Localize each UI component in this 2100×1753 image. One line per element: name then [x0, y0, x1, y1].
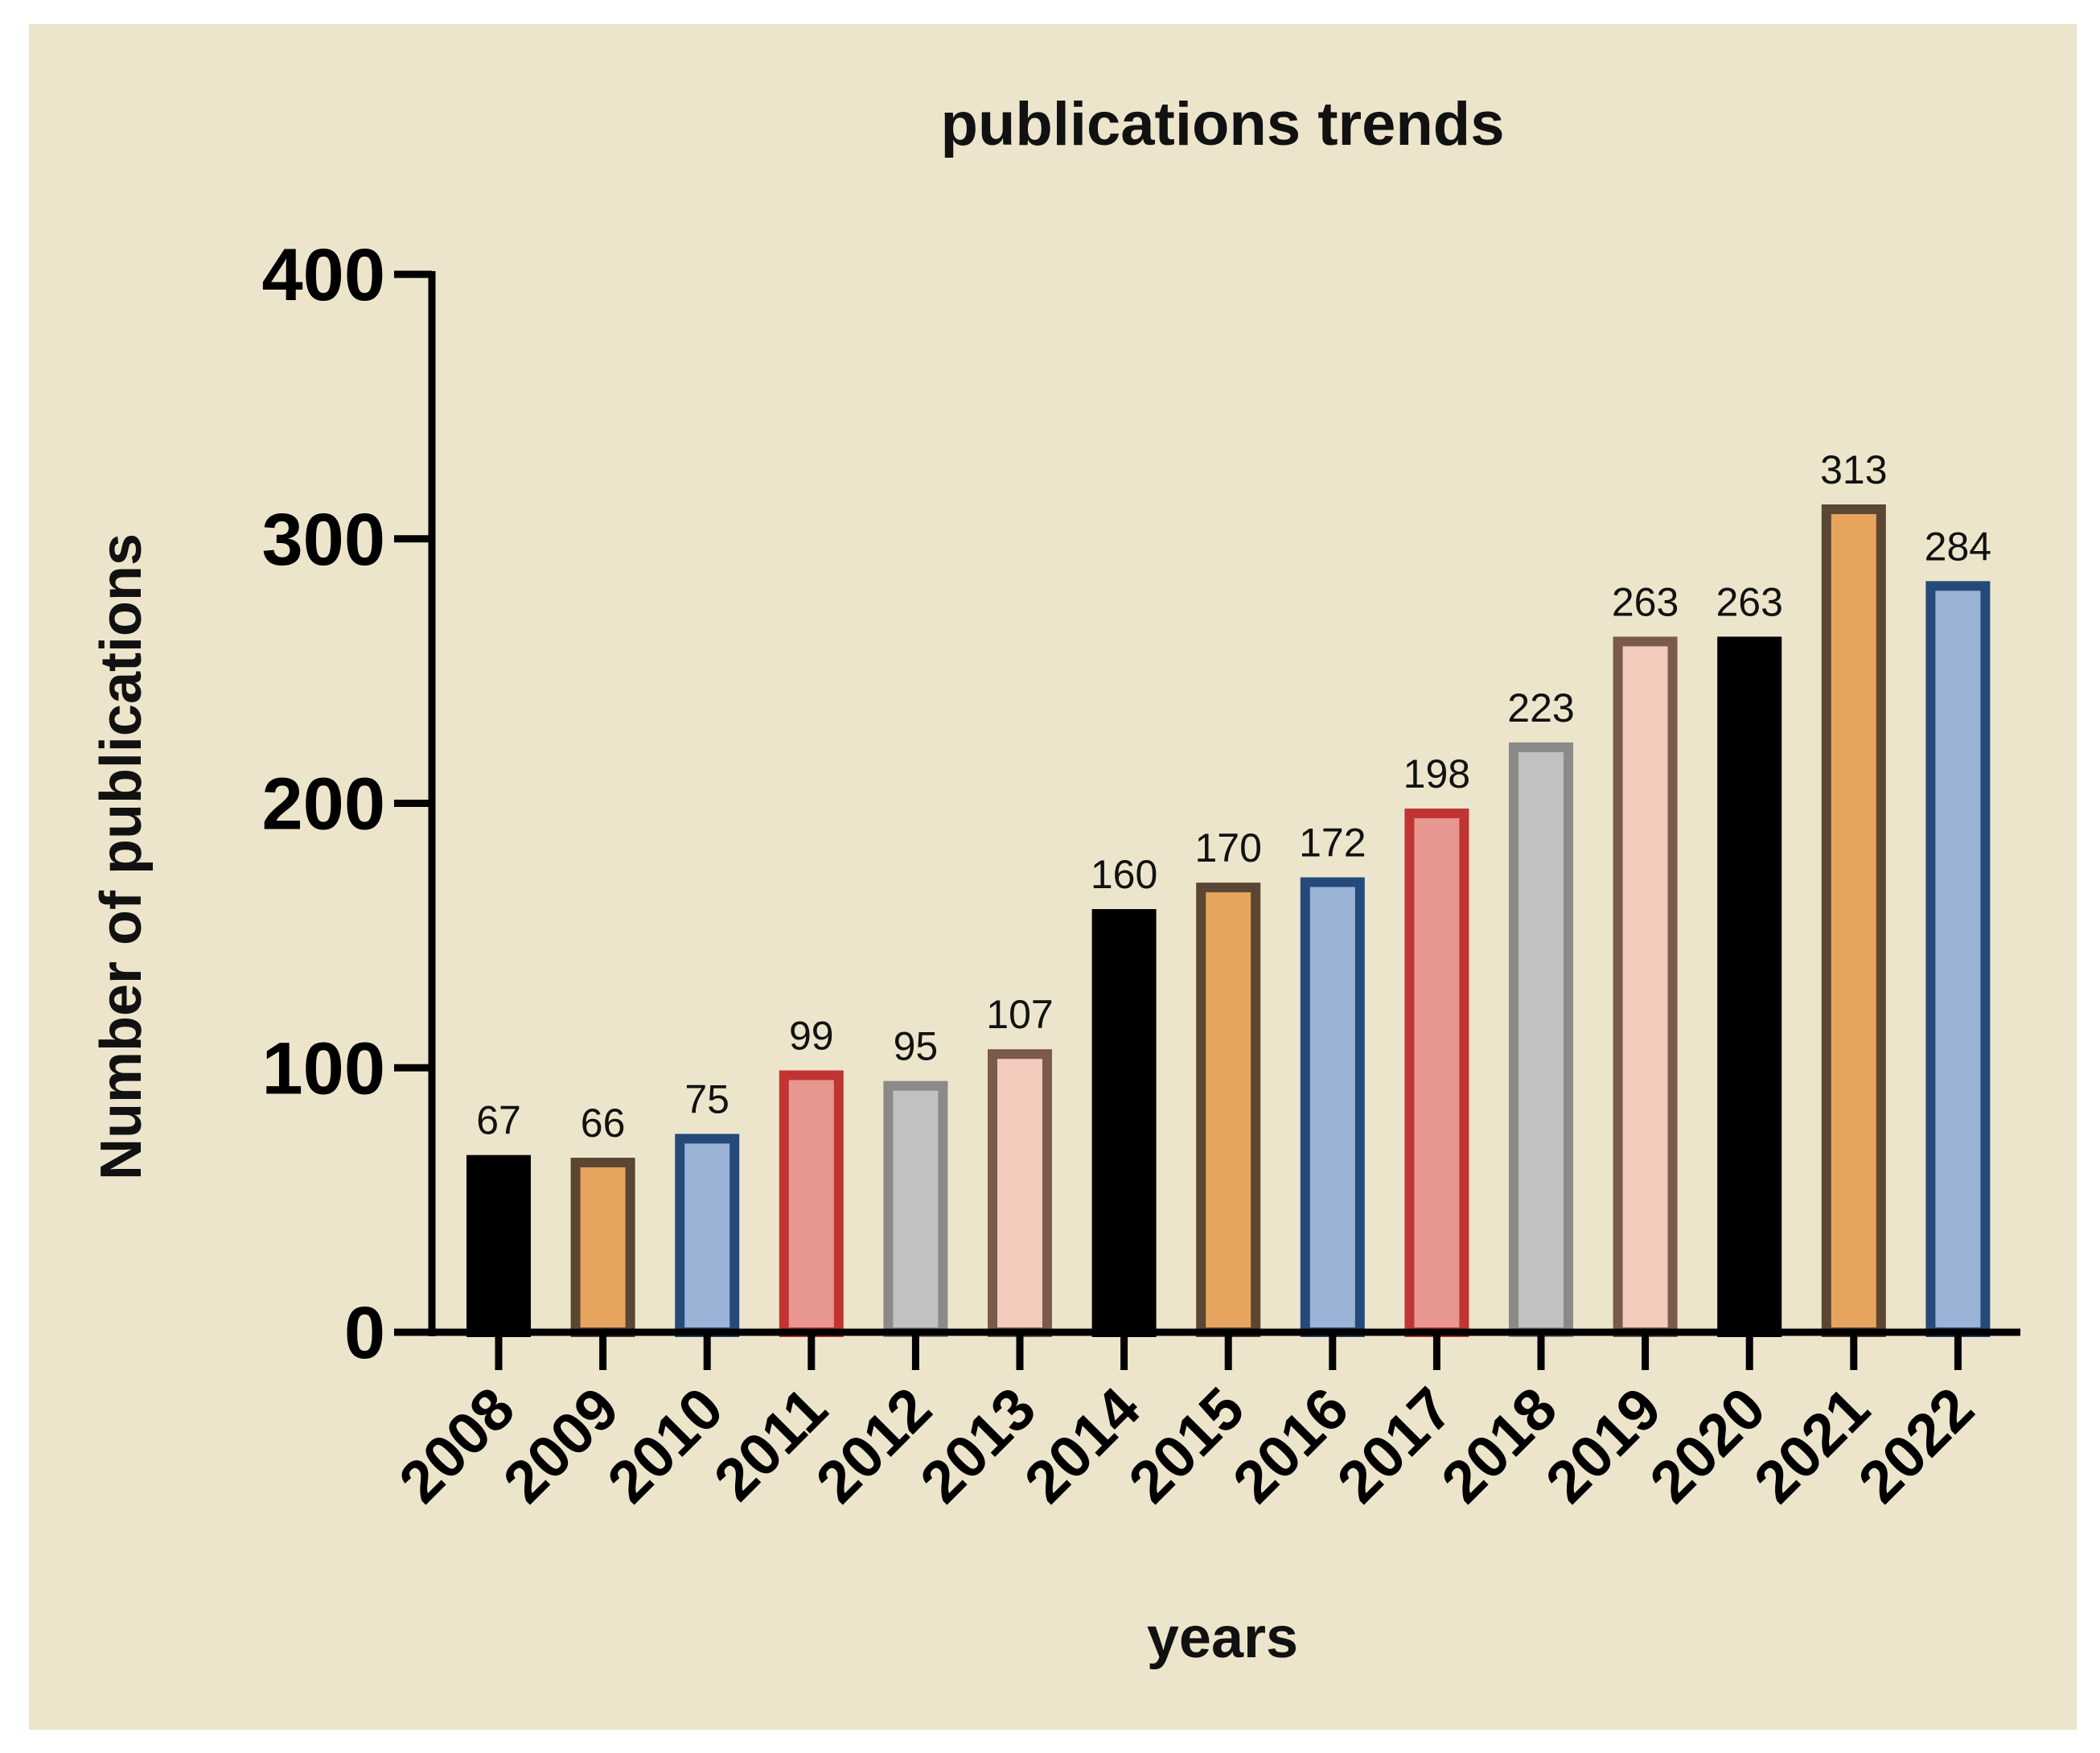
value-label-2019: 263	[1612, 579, 1679, 624]
bar-2010	[675, 1134, 740, 1337]
y-tick-label-400: 400	[262, 234, 386, 316]
value-label-2009: 66	[581, 1101, 626, 1146]
y-tick-label-100: 100	[262, 1027, 386, 1109]
bars-group	[466, 504, 1991, 1338]
value-label-2013: 107	[986, 992, 1053, 1037]
bar-2013	[988, 1049, 1052, 1338]
value-label-2011: 99	[789, 1014, 834, 1059]
value-label-2008: 67	[476, 1098, 521, 1143]
axes-group	[394, 270, 2020, 1370]
bar-2017	[1404, 809, 1469, 1337]
y-tick-label-300: 300	[262, 499, 386, 581]
value-label-2020: 263	[1716, 579, 1782, 624]
bar-2015	[1196, 883, 1261, 1337]
value-label-2017: 198	[1403, 751, 1470, 796]
value-label-2016: 172	[1299, 821, 1366, 866]
value-label-2012: 95	[894, 1024, 939, 1069]
bar-2016	[1300, 877, 1365, 1338]
bar-2014	[1091, 909, 1157, 1337]
value-label-2022: 284	[1925, 524, 1991, 569]
y-axis-label: Number of publications	[89, 533, 154, 1180]
bar-2020	[1717, 636, 1782, 1337]
value-label-2021: 313	[1820, 447, 1887, 492]
value-label-2014: 160	[1091, 852, 1157, 897]
y-tick-label-0: 0	[344, 1292, 385, 1374]
bar-2009	[570, 1158, 635, 1338]
chart-title: publications trends	[941, 90, 1505, 158]
bar-2011	[779, 1070, 844, 1337]
bar-2012	[883, 1080, 948, 1337]
value-label-2015: 170	[1194, 825, 1261, 870]
value-label-2010: 75	[684, 1076, 729, 1121]
bar-2018	[1509, 742, 1573, 1337]
bar-2021	[1821, 504, 1886, 1337]
x-axis-label: years	[1147, 1606, 1298, 1670]
bar-2019	[1613, 636, 1678, 1337]
bar-2008	[466, 1154, 531, 1338]
bar-2022	[1925, 581, 1991, 1337]
value-label-2018: 223	[1507, 685, 1574, 730]
y-tick-label-200: 200	[262, 763, 386, 846]
